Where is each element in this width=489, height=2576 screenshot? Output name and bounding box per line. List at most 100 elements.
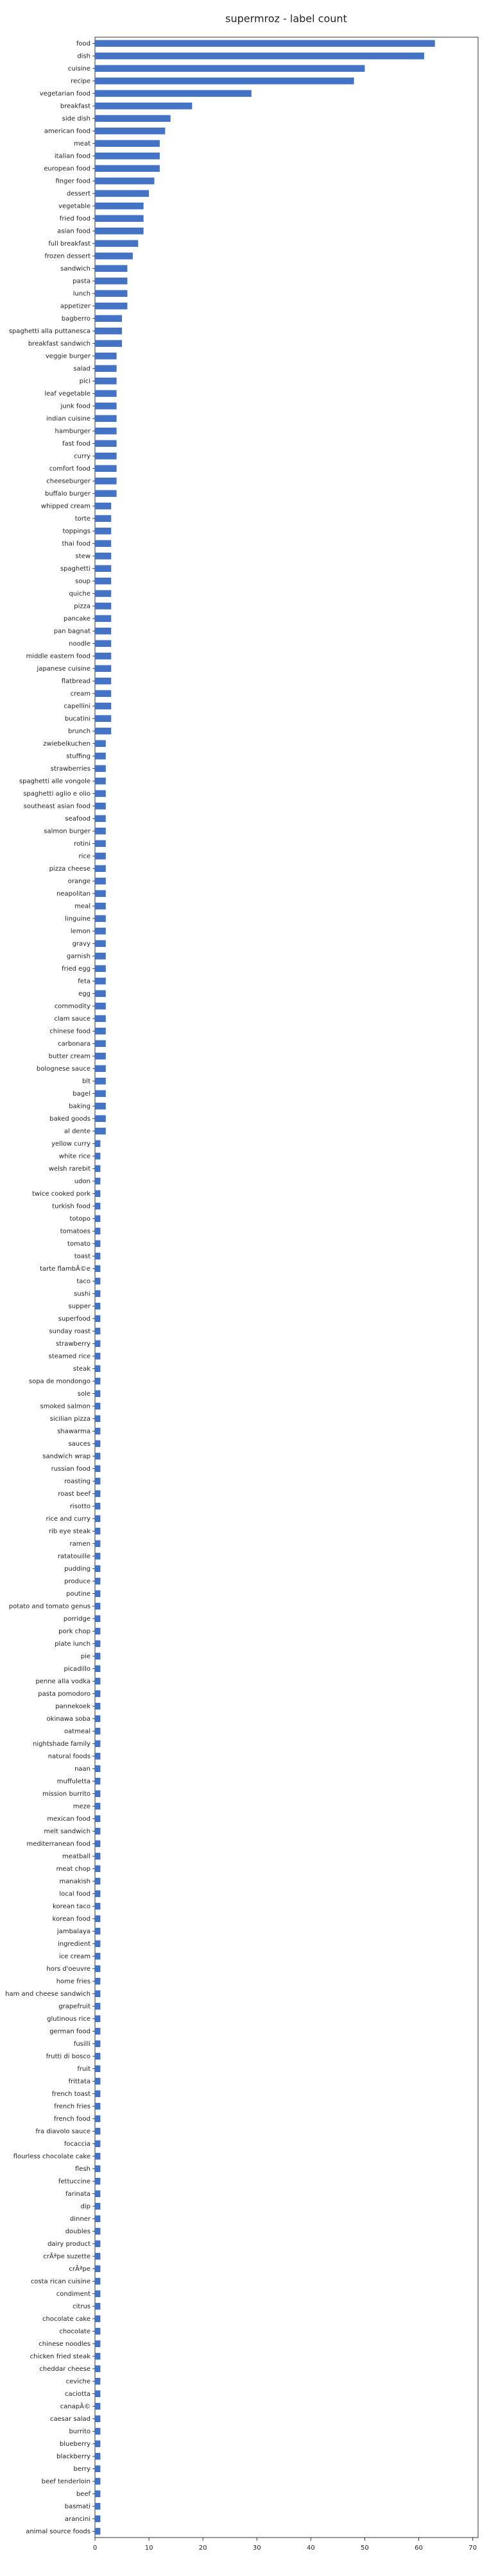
y-tick-label: pasta pomodoro: [38, 1691, 90, 1698]
y-tick-label: chinese food: [49, 1028, 90, 1035]
y-tick-label: fusilli: [74, 2041, 90, 2048]
y-tick-label: noodle: [69, 640, 90, 648]
y-tick-label: appetizer: [60, 303, 91, 310]
x-tick-label: 70: [468, 2545, 477, 2552]
y-tick-label: strawberry: [56, 1341, 90, 1348]
y-tick-label: risotto: [70, 1503, 90, 1510]
bar: [95, 1240, 101, 1248]
bar: [95, 2477, 101, 2485]
y-tick-label: spaghetti aglio e olio: [23, 790, 90, 798]
bar: [95, 1815, 101, 1823]
y-tick-label: meze: [73, 1803, 90, 1810]
y-tick-label: chocolate cake: [42, 2316, 90, 2323]
y-tick-label: farinata: [65, 2191, 90, 2198]
y-tick-label: baked goods: [49, 1116, 90, 1123]
bar: [95, 602, 112, 610]
y-tick-label: blackberry: [56, 2453, 90, 2460]
x-tick-label: 0: [93, 2545, 97, 2552]
y-tick-label: rice and curry: [46, 1516, 90, 1523]
y-tick-label: berry: [74, 2466, 91, 2473]
bar: [95, 2040, 101, 2048]
bar: [95, 2415, 101, 2423]
y-tick-label: melt sandwich: [44, 1828, 90, 1835]
bar: [95, 190, 150, 197]
bar: [95, 2190, 101, 2198]
y-tick-label: sushi: [74, 1291, 90, 1298]
bar: [95, 840, 106, 848]
bar: [95, 502, 112, 510]
bar: [95, 302, 128, 310]
y-tick-label: italian food: [55, 153, 90, 160]
y-tick-label: tomato: [67, 1241, 90, 1248]
bar: [95, 2202, 101, 2210]
y-tick-label: sole: [78, 1391, 90, 1398]
bar: [95, 515, 112, 523]
bar: [95, 2452, 101, 2460]
bar: [95, 2390, 101, 2398]
y-tick-label: twice cooked pork: [32, 1191, 90, 1198]
y-tick-label: asian food: [57, 228, 90, 235]
y-tick-label: japanese cuisine: [36, 665, 90, 673]
bar: [95, 2077, 101, 2085]
y-tick-label: toppings: [63, 528, 90, 535]
y-tick-label: spaghetti alle vongole: [19, 778, 90, 785]
bar: [95, 402, 117, 410]
bar: [95, 2377, 101, 2385]
bar: [95, 2277, 101, 2285]
bar: [95, 340, 123, 347]
y-tick-label: beef: [76, 2491, 91, 2498]
y-tick-label: curry: [74, 453, 90, 460]
y-tick-label: mission burrito: [42, 1791, 90, 1798]
bar: [95, 1852, 101, 1860]
y-tick-label: lunch: [73, 290, 90, 297]
bar: [95, 1415, 101, 1423]
y-tick-label: french fries: [54, 2103, 90, 2110]
y-tick-label: breakfast sandwich: [28, 340, 90, 347]
y-tick-label: produce: [64, 1578, 90, 1585]
y-tick-label: thai food: [62, 540, 90, 548]
y-tick-label: flourless chocolate cake: [13, 2153, 90, 2160]
bar: [95, 77, 354, 85]
y-tick-label: sopa de mondongo: [29, 1378, 90, 1385]
bar: [95, 1827, 101, 1835]
y-tick-label: butter cream: [49, 1053, 90, 1060]
y-tick-label: tomatoes: [60, 1228, 90, 1235]
y-tick-label: fried egg: [62, 966, 90, 973]
y-tick-label: pancake: [64, 615, 90, 623]
y-tick-label: crÃªpe: [69, 2264, 90, 2273]
bar: [95, 1627, 101, 1635]
bar: [95, 1915, 101, 1923]
bar: [95, 1452, 101, 1460]
x-tick-label: 50: [361, 2545, 369, 2552]
bar: [95, 1802, 101, 1810]
bar: [95, 1140, 101, 1148]
bar: [95, 2527, 101, 2535]
bar: [95, 2265, 101, 2273]
bar: [95, 827, 106, 835]
y-tick-label: welsh rarebit: [49, 1166, 90, 1173]
y-tick-label: bucatini: [65, 715, 90, 723]
bar: [95, 2177, 101, 2185]
y-tick-label: fruit: [77, 2066, 90, 2073]
bar: [95, 327, 123, 335]
bar: [95, 265, 128, 272]
y-tick-label: french food: [54, 2116, 90, 2123]
bar: [95, 890, 106, 898]
bar: [95, 902, 106, 910]
bar: [95, 140, 160, 147]
y-tick-label: grapefruit: [58, 2003, 90, 2010]
bar: [95, 1327, 101, 1335]
y-tick-label: junk food: [60, 403, 90, 410]
bar: [95, 1302, 101, 1310]
bar: [95, 365, 117, 372]
bar: [95, 465, 117, 473]
bar: [95, 1277, 101, 1285]
bar: [95, 1165, 101, 1173]
bar: [95, 440, 117, 447]
bar: [95, 2340, 101, 2348]
y-tick-label: commodity: [55, 1003, 90, 1010]
bar: [95, 2227, 101, 2235]
y-tick-label: carbonara: [58, 1041, 90, 1048]
y-tick-label: feta: [78, 978, 90, 985]
bar: [95, 1540, 101, 1548]
